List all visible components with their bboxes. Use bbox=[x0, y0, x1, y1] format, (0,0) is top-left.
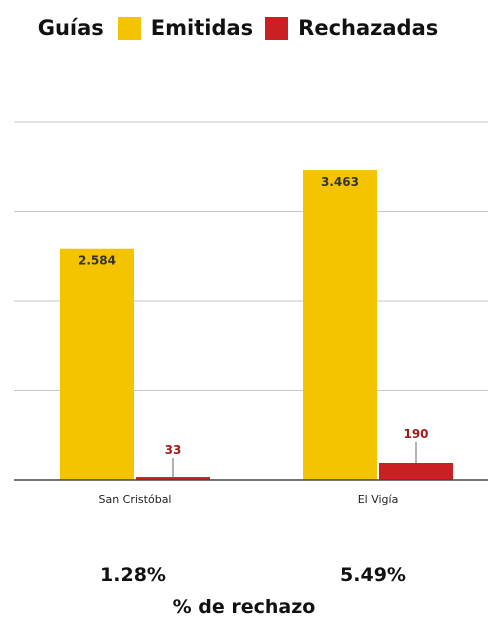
legend-item-rechazadas: Rechazadas bbox=[265, 16, 438, 40]
legend-item-emitidas: Emitidas bbox=[117, 16, 254, 40]
category-label: San Cristóbal bbox=[98, 493, 171, 506]
category-label: El Vigía bbox=[358, 493, 399, 506]
legend-label-emitidas: Emitidas bbox=[150, 16, 254, 40]
chart-legend: Guías Emitidas Rechazadas bbox=[0, 12, 488, 44]
data-label-rechazadas: 33 bbox=[165, 443, 182, 457]
data-label-emitidas: 3.463 bbox=[321, 175, 359, 189]
rejection-percentage-san-cristobal: 1.28% bbox=[100, 564, 166, 586]
bar-rechazadas bbox=[379, 462, 453, 480]
rejection-percentage-el-vigia: 5.49% bbox=[340, 564, 406, 586]
data-label-emitidas: 2.584 bbox=[78, 254, 116, 268]
bar-rechazadas bbox=[136, 477, 210, 480]
data-label-rechazadas: 190 bbox=[403, 427, 428, 441]
bar-emitidas bbox=[303, 170, 377, 480]
legend-swatch-emitidas bbox=[117, 16, 141, 40]
bar-emitidas bbox=[60, 248, 134, 480]
legend-label-rechazadas: Rechazadas bbox=[298, 16, 439, 40]
bar-chart: 2.584 33 San Cristóbal 3.463 190 El Vigía bbox=[14, 121, 488, 506]
legend-swatch-rechazadas bbox=[265, 16, 289, 40]
legend-title: Guías bbox=[37, 16, 104, 40]
rejection-percentage-label: % de rechazo bbox=[172, 596, 316, 618]
